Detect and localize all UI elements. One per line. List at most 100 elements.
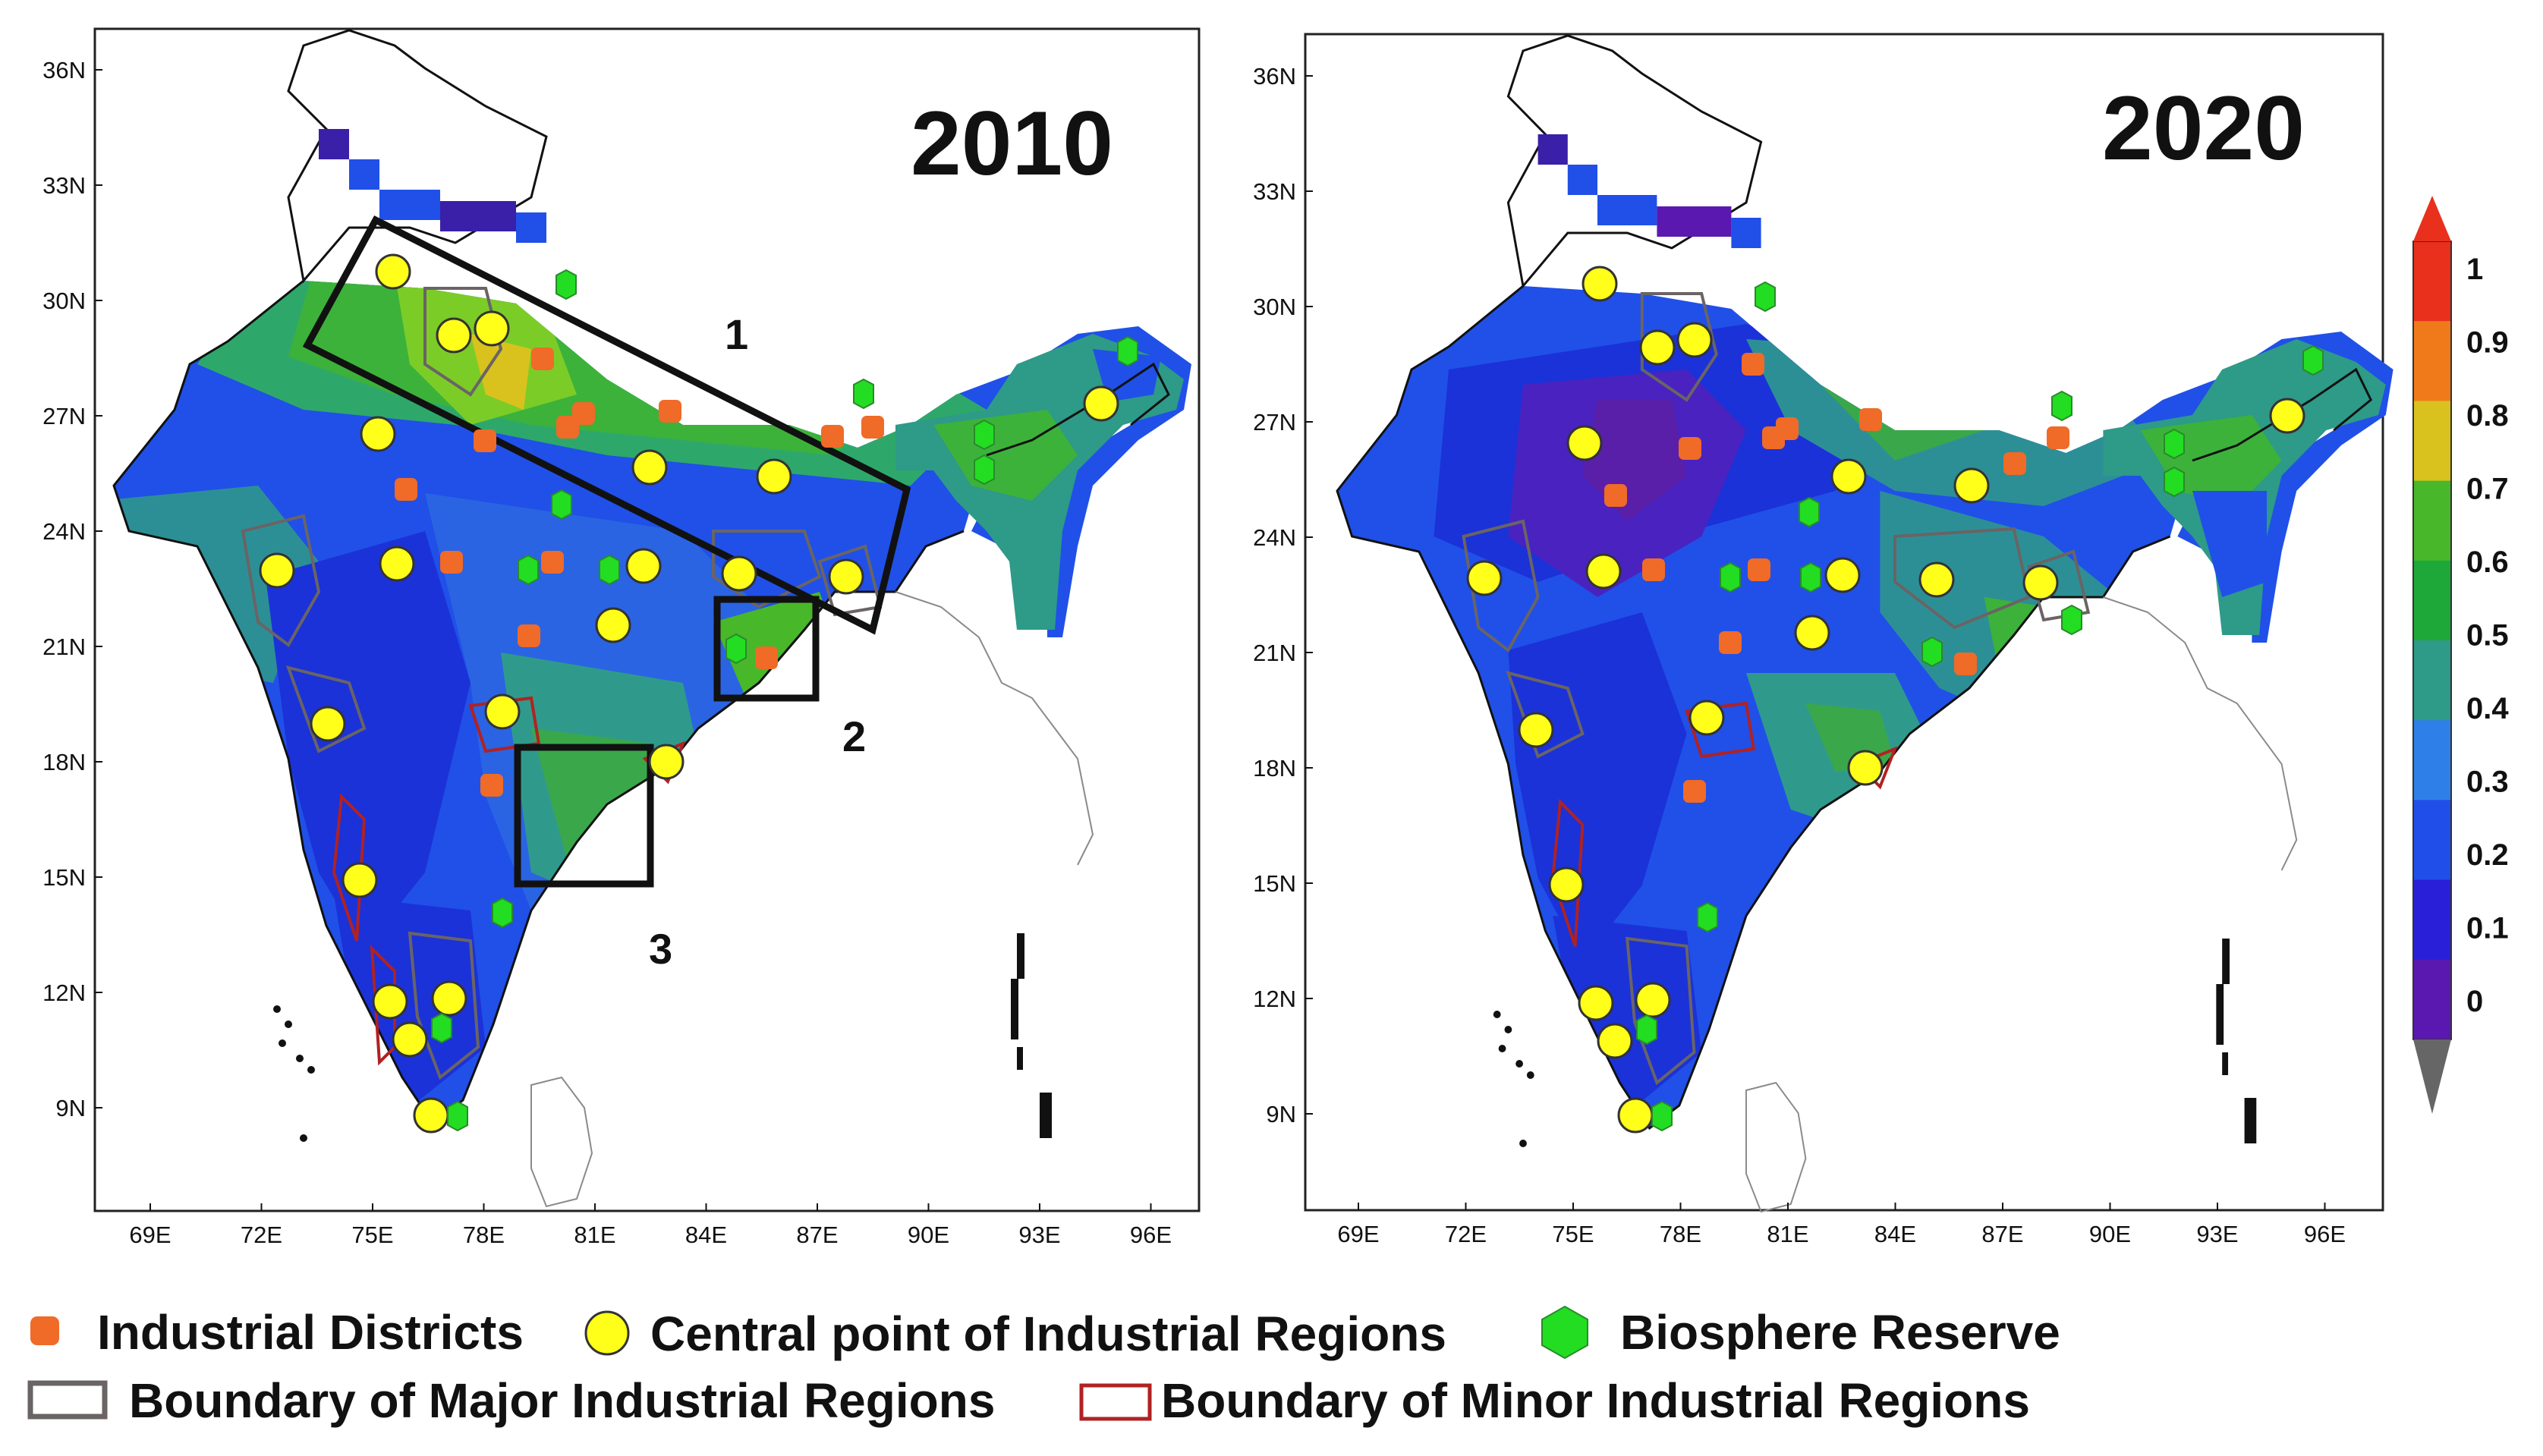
y-tick-label: 9N	[1266, 1101, 1296, 1127]
central-point-marker	[1083, 385, 1119, 422]
colorbar-ticks: 1 0.9 0.8 0.7 0.6 0.5 0.4 0.3 0.2 0.1 0	[2466, 253, 2509, 1018]
central-point-marker	[474, 310, 510, 347]
y-axis-ticks: 36N 33N 30N 27N 24N 21N 18N 15N 12N 9N	[42, 57, 102, 1121]
x-axis-ticks: 69E 72E 75E 78E 81E 84E 87E 90E 93E 96E	[1337, 1203, 2346, 1247]
north-region	[287, 29, 548, 284]
y-tick-label: 15N	[42, 864, 86, 891]
reserve-marker	[1117, 335, 1138, 367]
district-marker	[2047, 426, 2069, 449]
colorbar-bottom-arrow	[2413, 1039, 2451, 1114]
x-tick-label: 96E	[1130, 1222, 1172, 1248]
panel-year: 2020	[2102, 77, 2305, 179]
central-point-marker	[1518, 712, 1554, 748]
colorbar-segments	[2412, 241, 2452, 1040]
map-panel-2020: 2020 36N 33N 30N 27N 24N 21N 18N 15N 12N 9N 69E 72…	[1253, 33, 2394, 1247]
y-tick-label: 30N	[42, 288, 86, 314]
reserve-marker	[2164, 428, 2185, 460]
y-tick-label: 33N	[1253, 178, 1296, 205]
y-axis-ticks: 36N 33N 30N 27N 24N 21N 18N 15N 12N 9N	[1253, 63, 1313, 1127]
central-point-marker	[372, 983, 408, 1020]
colorbar-tick-label: 1	[2466, 253, 2483, 286]
central-point-marker	[648, 744, 685, 780]
reserve-marker	[1720, 561, 1741, 593]
reserve-marker	[1651, 1100, 1673, 1132]
reserve-marker	[853, 378, 874, 410]
legend-central-point-symbol	[584, 1310, 630, 1356]
district-marker	[440, 551, 463, 574]
x-axis-ticks: 69E 72E 75E 78E 81E 84E 87E 90E 93E 96E	[129, 1203, 1172, 1248]
x-tick-label: 78E	[1660, 1221, 1701, 1247]
central-point-marker	[1847, 750, 1884, 786]
district-marker	[541, 551, 564, 574]
central-point-marker	[1566, 425, 1603, 461]
central-point-marker	[1830, 458, 1867, 495]
central-point-marker	[2269, 398, 2305, 434]
colorbar-tick-label: 0	[2466, 985, 2483, 1018]
x-tick-label: 93E	[2196, 1221, 2238, 1247]
colorbar-tick-label: 0.7	[2466, 472, 2509, 505]
central-point-marker	[1639, 329, 1676, 366]
x-tick-label: 69E	[1337, 1221, 1379, 1247]
central-point-marker	[721, 555, 757, 592]
y-tick-label: 12N	[1253, 986, 1296, 1012]
central-point-marker	[631, 449, 668, 486]
islands	[273, 933, 1052, 1142]
central-point-marker	[310, 706, 346, 742]
zone-box-1	[302, 215, 911, 635]
y-tick-label: 24N	[1253, 524, 1296, 551]
colorbar-tick-label: 0.1	[2466, 911, 2509, 945]
central-point-marker	[1585, 553, 1622, 590]
y-tick-label: 9N	[55, 1095, 86, 1121]
y-tick-label: 30N	[1253, 294, 1296, 320]
industrial-districts	[395, 347, 884, 797]
colorbar-band	[2413, 241, 2451, 322]
district-marker	[480, 774, 503, 797]
legend-biosphere-reserve: Biosphere Reserve	[1620, 1305, 2060, 1360]
y-tick-label: 24N	[42, 518, 86, 545]
colorbar-band	[2413, 800, 2451, 881]
central-point-marker	[1953, 467, 1990, 504]
reserve-marker	[2302, 344, 2324, 376]
district-marker	[821, 425, 844, 448]
reserve-marker	[555, 269, 577, 300]
district-marker	[1683, 780, 1706, 803]
central-points	[259, 253, 1119, 1134]
colorbar-band	[2413, 720, 2451, 801]
y-tick-label: 36N	[1253, 63, 1296, 90]
central-point-marker	[360, 416, 396, 452]
central-point-marker	[341, 862, 378, 898]
zone-boxes	[302, 215, 911, 888]
central-points	[1466, 266, 2305, 1134]
reserve-marker	[447, 1100, 468, 1132]
central-point-marker	[259, 552, 295, 589]
sri-lanka-outline	[530, 1076, 593, 1208]
legend-major-boundary-symbol	[27, 1380, 108, 1420]
central-point-marker	[375, 253, 411, 290]
district-marker	[474, 429, 496, 452]
zone-box-3	[514, 744, 654, 888]
reserve-marker	[599, 554, 620, 586]
central-point-marker	[436, 317, 472, 354]
x-tick-label: 93E	[1018, 1222, 1060, 1248]
colorbar-tick-label: 0.8	[2466, 399, 2509, 432]
y-tick-label: 27N	[42, 403, 86, 429]
colorbar-band	[2413, 879, 2451, 961]
zone-label-1: 1	[725, 310, 748, 358]
reserve-marker	[725, 633, 747, 665]
district-marker	[1604, 484, 1627, 507]
colorbar-top-arrow	[2413, 196, 2451, 241]
central-point-marker	[1578, 985, 1614, 1021]
colorbar-tick-label: 0.3	[2466, 765, 2509, 798]
central-point-marker	[625, 548, 662, 584]
x-tick-label: 96E	[2304, 1221, 2346, 1247]
colorbar-band	[2413, 640, 2451, 722]
legend-central-points: Central point of Industrial Regions	[650, 1307, 1446, 1361]
colorbar-band	[2413, 321, 2451, 402]
reserve-marker	[1755, 281, 1776, 313]
district-marker	[1679, 437, 1701, 460]
central-point-marker	[1635, 982, 1671, 1018]
biosphere-reserves	[431, 269, 1138, 1132]
colorbar-tick-label: 0.9	[2466, 325, 2509, 359]
reserve-marker	[1697, 901, 1718, 933]
